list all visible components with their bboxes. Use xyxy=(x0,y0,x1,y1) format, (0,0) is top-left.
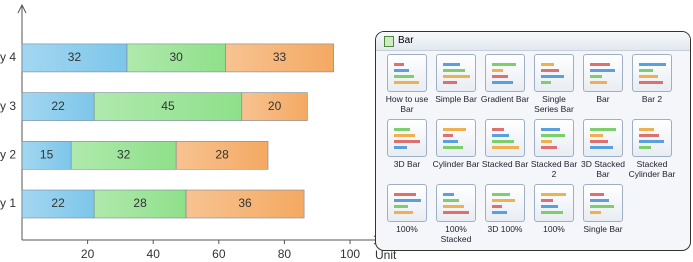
template-label: 3D Bar xyxy=(393,159,421,169)
bar-segment xyxy=(21,43,128,73)
template-item[interactable]: Bar xyxy=(578,54,628,105)
template-thumbnail xyxy=(485,54,525,92)
template-item[interactable]: 3D Bar xyxy=(382,119,432,170)
bar-segment xyxy=(175,141,269,170)
template-item[interactable]: Stacked Bar xyxy=(480,119,530,170)
template-item[interactable]: Stacked Bar 2 xyxy=(529,119,579,179)
template-label: 100% Stacked xyxy=(440,224,472,244)
template-item[interactable]: Gradient Bar xyxy=(480,54,530,105)
x-tick-label: 40 xyxy=(147,247,161,261)
bar-segment xyxy=(21,141,72,170)
bar-segment xyxy=(93,189,187,219)
template-item[interactable]: 3D 100% xyxy=(480,184,530,235)
value-label: 20 xyxy=(268,99,282,113)
template-label: Stacked Cylinder Bar xyxy=(628,159,676,179)
template-thumbnail xyxy=(387,184,427,222)
bar-segment xyxy=(21,92,95,121)
template-thumbnail xyxy=(632,119,672,157)
template-panel: Bar How to use Bar Simple Bar Gradient Bar… xyxy=(375,31,691,251)
y-tick-label: y 1 xyxy=(0,196,16,210)
template-thumbnail xyxy=(583,54,623,92)
template-item[interactable]: 100% xyxy=(529,184,579,235)
template-thumbnail xyxy=(485,184,525,222)
template-label: Gradient Bar xyxy=(480,94,530,104)
template-thumbnail xyxy=(534,54,574,92)
value-label: 30 xyxy=(169,50,183,64)
bar-segment xyxy=(21,189,95,219)
template-label: Stacked Bar 2 xyxy=(530,159,578,179)
template-thumbnail xyxy=(534,119,574,157)
bar-segment xyxy=(126,43,226,73)
value-label: 32 xyxy=(117,147,131,161)
template-thumbnail xyxy=(387,54,427,92)
template-thumbnail xyxy=(436,119,476,157)
template-thumbnail xyxy=(436,184,476,222)
bar-segment xyxy=(93,92,243,121)
template-thumbnail xyxy=(632,54,672,92)
template-label: Single Bar xyxy=(583,224,623,234)
value-label: 45 xyxy=(161,99,175,113)
template-item[interactable]: Single Series Bar xyxy=(529,54,579,114)
bar-segment xyxy=(70,141,177,170)
bar-segment xyxy=(225,43,334,73)
template-label: 100% xyxy=(396,224,418,234)
template-thumbnail xyxy=(534,184,574,222)
value-label: 33 xyxy=(273,50,287,64)
template-label: 100% xyxy=(543,224,565,234)
template-label: Stacked Bar xyxy=(481,159,529,169)
template-label: Bar xyxy=(596,94,610,104)
template-item[interactable]: 100% xyxy=(382,184,432,235)
value-label: 28 xyxy=(133,196,147,210)
template-label: How to use Bar xyxy=(385,94,429,114)
template-label: Simple Bar xyxy=(435,94,477,104)
x-axis-label: Unit xyxy=(375,248,397,262)
template-label: Bar 2 xyxy=(641,94,663,104)
value-label: 15 xyxy=(40,147,54,161)
template-thumbnail xyxy=(387,119,427,157)
template-item[interactable]: How to use Bar xyxy=(382,54,432,114)
bar-segment xyxy=(241,92,308,121)
y-tick-label: y 2 xyxy=(0,147,16,161)
x-tick-label: 80 xyxy=(278,247,292,261)
y-tick-label: y 3 xyxy=(0,99,16,113)
x-tick-label: 20 xyxy=(81,247,95,261)
template-item[interactable]: Stacked Cylinder Bar xyxy=(627,119,677,179)
template-item[interactable]: Cylinder Bar xyxy=(431,119,481,170)
template-item[interactable]: Bar 2 xyxy=(627,54,677,105)
template-item[interactable]: 100% Stacked xyxy=(431,184,481,244)
template-thumbnail xyxy=(583,119,623,157)
template-label: Cylinder Bar xyxy=(432,159,480,169)
value-label: 32 xyxy=(68,50,82,64)
template-item[interactable]: Single Bar xyxy=(578,184,628,235)
template-thumbnail xyxy=(436,54,476,92)
value-label: 36 xyxy=(238,196,252,210)
value-label: 22 xyxy=(51,99,65,113)
template-label: 3D 100% xyxy=(487,224,523,234)
y-tick-label: y 4 xyxy=(0,50,16,64)
x-tick-label: 60 xyxy=(212,247,226,261)
template-item[interactable]: 3D Stacked Bar xyxy=(578,119,628,179)
value-label: 22 xyxy=(51,196,65,210)
template-thumbnail xyxy=(485,119,525,157)
bar-segment xyxy=(185,189,305,219)
value-label: 28 xyxy=(215,147,229,161)
template-label: Single Series Bar xyxy=(534,94,574,114)
template-thumbnail xyxy=(583,184,623,222)
x-tick-label: 100 xyxy=(340,247,360,261)
y-arrow xyxy=(17,3,27,14)
template-item[interactable]: Simple Bar xyxy=(431,54,481,105)
template-label: 3D Stacked Bar xyxy=(581,159,625,179)
panel-title: Bar xyxy=(376,32,690,51)
